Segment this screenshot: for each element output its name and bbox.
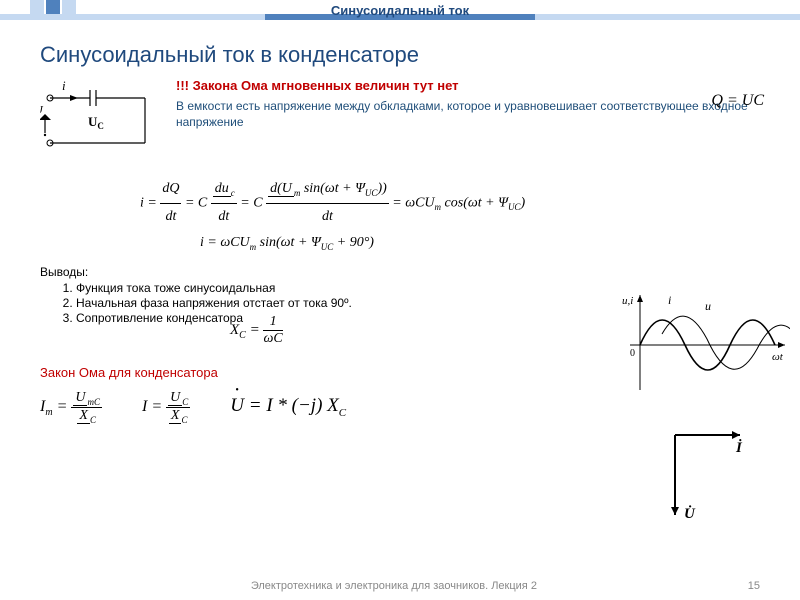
slide-title: Синусоидальный ток в конденсаторе <box>40 42 770 68</box>
u-vector-label: U̇ <box>684 505 696 522</box>
uc-label: UC <box>88 114 104 131</box>
footer: Электротехника и электроника для заочник… <box>0 580 800 592</box>
y-axis-label: u,i <box>622 295 633 307</box>
vector-diagram: İ U̇ <box>660 420 750 535</box>
svg-text:J: J <box>40 104 44 116</box>
chapter-title: Синусоидальный ток <box>0 3 800 18</box>
footer-text: Электротехника и электроника для заочник… <box>251 580 537 592</box>
i-vector-label: İ <box>735 439 743 456</box>
derivation: i = dQdt = C ducdt = C d(Um sin(ωt + ΨUC… <box>140 176 770 257</box>
u-curve-label: u <box>705 299 711 313</box>
page-number: 15 <box>748 580 760 592</box>
i-label: i <box>62 78 66 93</box>
origin-label: 0 <box>630 348 635 359</box>
i-curve-label: i <box>668 293 671 307</box>
x-axis-label: ωt <box>772 351 784 363</box>
conclusions-title: Выводы: <box>40 265 770 279</box>
capacitor-note: В емкости есть напряжение между обкладка… <box>176 99 770 130</box>
circuit-diagram: i UC J <box>40 78 160 168</box>
warning-note: !!! Закона Ома мгновенных величин тут не… <box>176 78 770 93</box>
waveform-diagram: u,i ωt i u 0 <box>620 290 790 405</box>
q-formula: Q = UC <box>711 92 764 110</box>
